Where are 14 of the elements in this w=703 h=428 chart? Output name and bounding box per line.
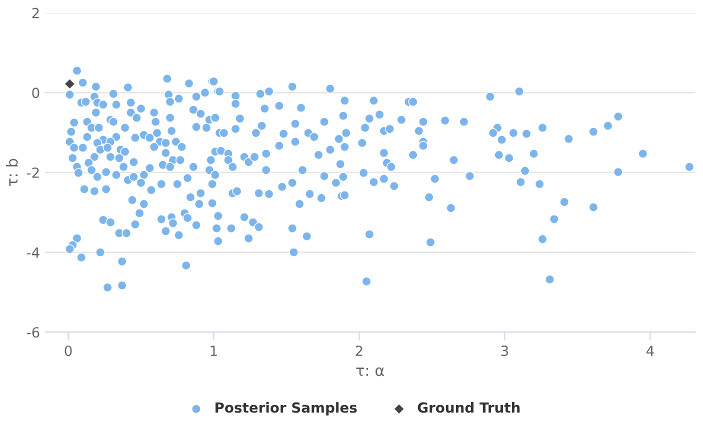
x-tick-label: 3 xyxy=(501,346,508,356)
legend-label: Ground Truth xyxy=(418,402,520,413)
x-axis-title: τ: α xyxy=(356,367,384,376)
y-tick-label: -2 xyxy=(26,167,39,178)
x-tick-label: 4 xyxy=(646,346,654,356)
x-tick-label: 0 xyxy=(64,346,72,356)
y-tick-label: -4 xyxy=(26,247,40,258)
y-axis-title: τ: b xyxy=(6,158,18,186)
y-tick-label: 0 xyxy=(32,88,40,98)
x-tick-label: 2 xyxy=(356,346,362,356)
x-tick-label: 1 xyxy=(210,346,217,356)
y-tick-label: -6 xyxy=(26,327,40,338)
y-tick-label: 2 xyxy=(32,8,39,18)
legend-label: Posterior Samples xyxy=(216,402,357,416)
